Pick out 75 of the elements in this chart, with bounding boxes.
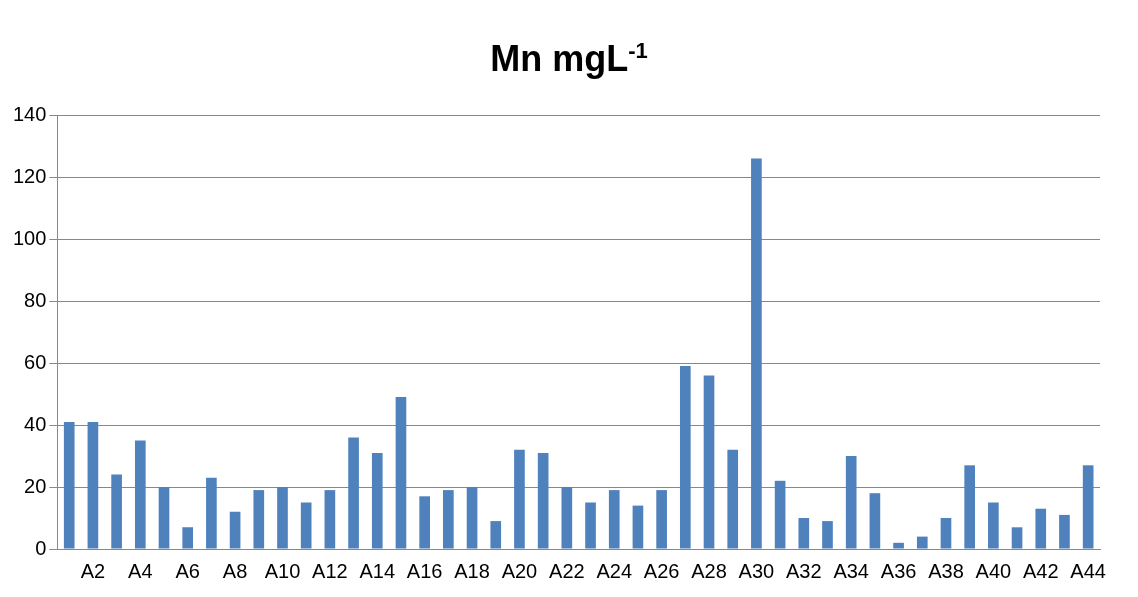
y-tick-label: 40 xyxy=(24,412,47,435)
bar xyxy=(869,493,881,549)
bar xyxy=(632,505,644,549)
bar xyxy=(1059,514,1070,549)
x-tick-label: A10 xyxy=(264,559,301,582)
x-tick-label: A36 xyxy=(880,559,917,582)
bar xyxy=(1035,508,1047,549)
bar xyxy=(1011,527,1023,549)
bar xyxy=(845,456,857,549)
x-tick-label: A28 xyxy=(691,559,727,582)
bar xyxy=(134,440,146,549)
bar xyxy=(300,502,312,549)
x-tick-label: A20 xyxy=(501,559,538,582)
bar xyxy=(537,452,549,549)
x-tick-label: A18 xyxy=(454,559,490,582)
bar xyxy=(774,480,786,549)
x-tick-label: A44 xyxy=(1070,559,1106,582)
bar xyxy=(324,490,336,549)
y-tick-label: 100 xyxy=(12,226,47,249)
bar xyxy=(1082,465,1094,549)
bar xyxy=(727,449,739,549)
x-tick-label: A40 xyxy=(975,559,1012,582)
bar xyxy=(893,542,904,549)
x-tick-label: A32 xyxy=(786,559,822,582)
bar xyxy=(608,490,620,549)
bar xyxy=(206,477,217,549)
x-tick-label: A26 xyxy=(643,559,680,582)
x-tick-label: A14 xyxy=(359,559,396,582)
x-tick-label: A2 xyxy=(80,559,106,582)
x-tick-label: A38 xyxy=(928,559,964,582)
y-tick-label: 80 xyxy=(24,288,47,311)
bar xyxy=(111,474,122,549)
bar xyxy=(419,496,430,549)
y-tick-label: 120 xyxy=(12,164,47,187)
bar xyxy=(940,518,952,549)
bar xyxy=(964,465,975,549)
bar xyxy=(158,487,170,549)
bar xyxy=(490,521,502,549)
y-tick-label: 60 xyxy=(24,350,47,373)
x-tick-label: A42 xyxy=(1022,559,1059,582)
x-tick-label: A34 xyxy=(833,559,869,582)
bar xyxy=(229,511,241,549)
x-tick-label: A4 xyxy=(128,559,153,582)
bar xyxy=(656,490,667,549)
x-tick-label: A22 xyxy=(549,559,585,582)
bar xyxy=(514,449,525,549)
bar xyxy=(679,366,691,549)
y-tick-label: 140 xyxy=(12,102,47,125)
bar xyxy=(703,375,715,549)
bar xyxy=(253,490,265,549)
bar xyxy=(395,397,407,549)
x-tick-label: A8 xyxy=(222,559,248,582)
bar xyxy=(822,521,833,549)
bar xyxy=(466,487,478,549)
bar xyxy=(63,421,75,549)
bar xyxy=(87,421,99,549)
bar xyxy=(798,518,810,549)
x-tick-label: A30 xyxy=(738,559,775,582)
bar xyxy=(443,490,454,549)
bar xyxy=(277,487,288,549)
bar xyxy=(916,536,928,549)
x-tick-label: A12 xyxy=(312,559,348,582)
x-tick-label: A6 xyxy=(175,559,200,582)
x-tick-label: A16 xyxy=(406,559,443,582)
y-tick-label: 20 xyxy=(24,474,47,497)
bar xyxy=(371,452,383,549)
bar xyxy=(988,502,999,549)
bar xyxy=(182,527,194,549)
bar xyxy=(348,437,359,549)
bar xyxy=(585,502,596,549)
bar xyxy=(561,487,573,549)
bar xyxy=(751,158,762,549)
chart-title: Mn mgL$^{-1}$ xyxy=(489,38,649,80)
y-tick-label: 0 xyxy=(35,536,47,559)
x-tick-label: A24 xyxy=(596,559,633,582)
